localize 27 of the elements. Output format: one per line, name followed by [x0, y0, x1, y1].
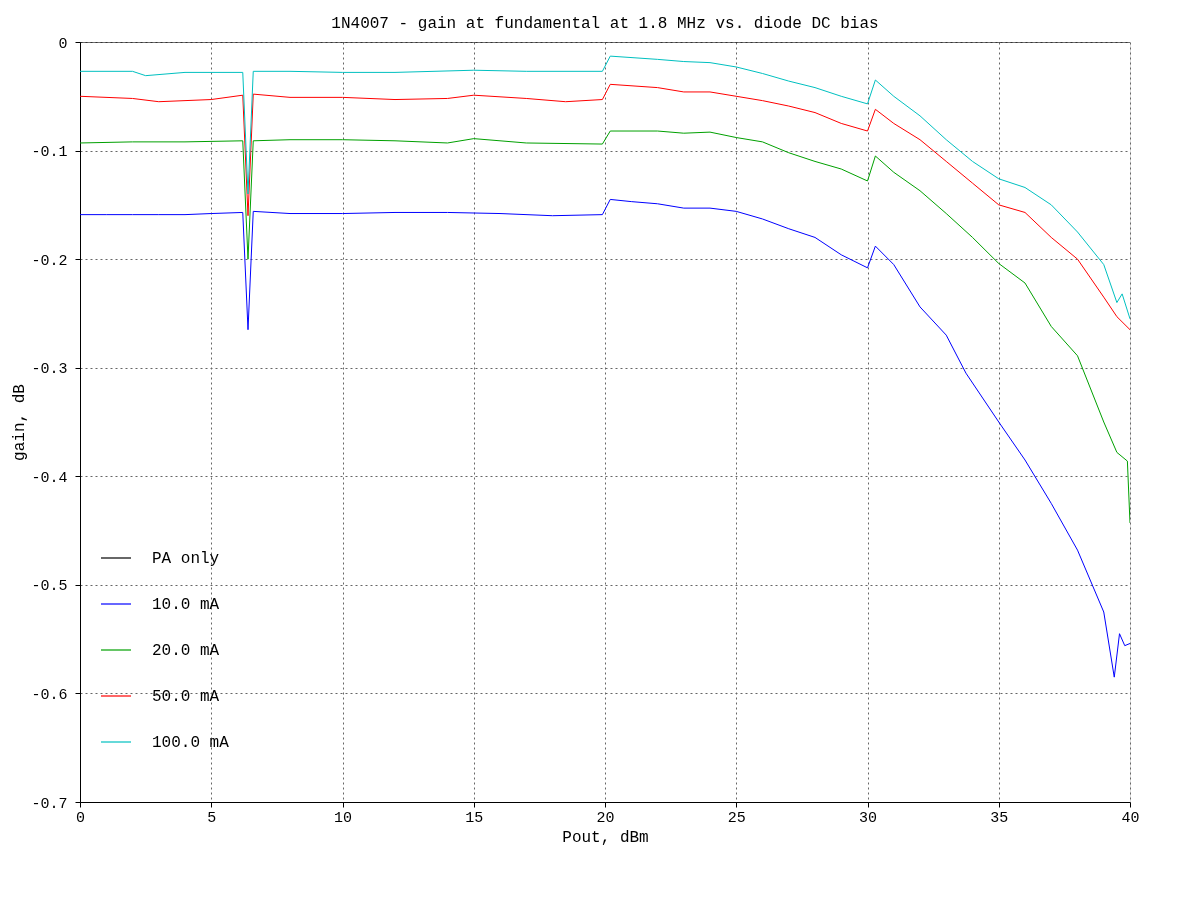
- y-tick-label: -0.4: [31, 469, 68, 487]
- x-tick-label: 0: [75, 809, 86, 827]
- chart-title: 1N4007 - gain at fundamental at 1.8 MHz vs. diode DC bias: [331, 15, 879, 33]
- legend-label: 20.0 mA: [152, 642, 220, 660]
- y-tick-label: 0: [58, 35, 68, 53]
- y-tick-label: -0.3: [31, 361, 68, 379]
- y-axis-title: gain, dB: [11, 384, 30, 461]
- x-tick-label: 30: [858, 809, 878, 827]
- x-tick-label: 20: [596, 809, 615, 827]
- line-series: [80, 198, 1130, 678]
- x-tick-label: 35: [990, 809, 1009, 827]
- legend-label: PA only: [152, 550, 220, 568]
- y-tick-label: -0.6: [31, 686, 68, 704]
- x-tick-label: 5: [207, 809, 217, 827]
- x-tick-label: 40: [1121, 809, 1140, 827]
- x-tick-label: 10: [333, 809, 353, 827]
- line-series: [80, 130, 1130, 524]
- y-tick-label: -0.7: [31, 795, 68, 813]
- legend-label: 50.0 mA: [152, 688, 220, 706]
- y-tick-label: -0.2: [31, 252, 68, 270]
- y-tick-label: -0.5: [31, 578, 68, 596]
- legend-label: 100.0 mA: [152, 734, 230, 752]
- legend-label: 10.0 mA: [152, 596, 220, 614]
- x-tick-label: 15: [465, 809, 484, 827]
- x-tick-label: 25: [727, 809, 746, 827]
- x-axis-title: Pout, dBm: [562, 828, 649, 847]
- y-tick-label: -0.1: [31, 144, 68, 162]
